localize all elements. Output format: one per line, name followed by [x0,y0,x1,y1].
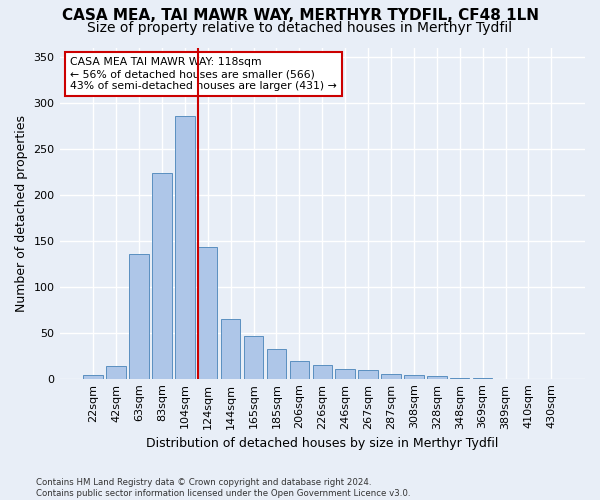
Bar [290,361,309,378]
Bar [358,370,378,378]
Bar [221,319,241,378]
Bar [129,254,149,378]
X-axis label: Distribution of detached houses by size in Merthyr Tydfil: Distribution of detached houses by size … [146,437,499,450]
Bar [267,349,286,378]
Bar [83,375,103,378]
Bar [313,365,332,378]
Bar [198,247,217,378]
Bar [152,172,172,378]
Bar [404,375,424,378]
Bar [175,116,194,378]
Bar [427,376,446,378]
Bar [381,374,401,378]
Text: Contains HM Land Registry data © Crown copyright and database right 2024.
Contai: Contains HM Land Registry data © Crown c… [36,478,410,498]
Bar [335,368,355,378]
Text: CASA MEA TAI MAWR WAY: 118sqm
← 56% of detached houses are smaller (566)
43% of : CASA MEA TAI MAWR WAY: 118sqm ← 56% of d… [70,58,337,90]
Bar [106,366,126,378]
Text: Size of property relative to detached houses in Merthyr Tydfil: Size of property relative to detached ho… [88,21,512,35]
Y-axis label: Number of detached properties: Number of detached properties [15,114,28,312]
Text: CASA MEA, TAI MAWR WAY, MERTHYR TYDFIL, CF48 1LN: CASA MEA, TAI MAWR WAY, MERTHYR TYDFIL, … [62,8,539,22]
Bar [244,336,263,378]
